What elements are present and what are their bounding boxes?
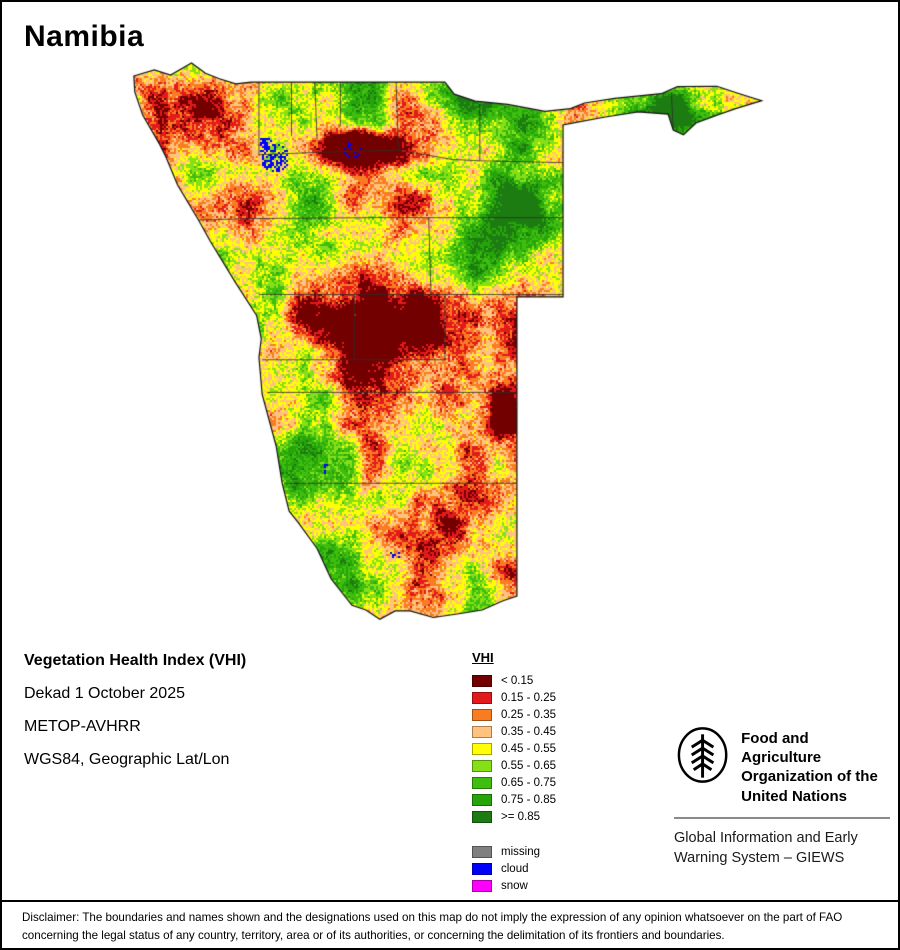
legend-label: >= 0.85 [501,810,541,823]
legend-label: 0.25 - 0.35 [501,708,556,721]
legend-row: 0.15 - 0.25 [472,689,556,706]
legend-row: snow [472,877,556,894]
giews-line: Warning System – GIEWS [674,850,845,867]
page-title: Namibia [24,20,145,53]
legend-swatch [472,708,492,721]
legend-label: 0.45 - 0.55 [501,742,556,755]
legend-row: 0.25 - 0.35 [472,706,556,723]
legend-class-list: < 0.15 0.15 - 0.25 0.25 - 0.35 0.35 - 0.45 0… [472,672,556,825]
fao-name-line: Organization of the [741,768,878,786]
fao-name-line: United Nations [741,787,847,805]
disclaimer-text: Disclaimer: The boundaries and names sho… [22,911,843,942]
legend-swatch [472,776,492,789]
legend-row: 0.45 - 0.55 [472,740,556,757]
map-info-block: Vegetation Health Index (VHI) Dekad 1 Oc… [24,652,246,784]
legend-swatch [472,742,492,755]
legend-row: 0.65 - 0.75 [472,774,556,791]
legend-label: < 0.15 [501,674,534,687]
legend-row: 0.35 - 0.45 [472,723,556,740]
legend-title: VHI [472,650,494,665]
legend-label: snow [501,879,528,892]
legend-swatch [472,845,492,858]
projection-info: WGS84, Geographic Lat/Lon [24,751,230,768]
legend-extra-list: missing cloud snow [472,843,556,894]
legend-row: 0.75 - 0.85 [472,791,556,808]
legend-row: >= 0.85 [472,808,556,825]
vhi-legend: VHI < 0.15 0.15 - 0.25 0.25 - 0.35 0.35 - 0… [472,650,556,894]
legend-row: missing [472,843,556,860]
legend-swatch [472,691,492,704]
dekad-date: Dekad 1 October 2025 [24,685,185,702]
fao-logo [677,727,728,783]
legend-row: 0.55 - 0.65 [472,757,556,774]
fao-org-name: Food and Agriculture Organization of the… [741,726,890,806]
fao-name-line: Food and Agriculture [741,730,822,767]
legend-label: 0.75 - 0.85 [501,793,556,806]
fao-divider [674,816,890,819]
legend-swatch [472,674,492,687]
legend-label: 0.55 - 0.65 [501,759,556,772]
legend-swatch [472,793,492,806]
fao-block: Food and Agriculture Organization of the… [674,726,890,868]
legend-swatch [472,810,492,823]
legend-label: 0.35 - 0.45 [501,725,556,738]
legend-label: missing [501,845,540,858]
giews-label: Global Information and Early Warning Sys… [674,828,890,869]
disclaimer-divider [2,900,898,902]
legend-swatch [472,862,492,875]
product-title: Vegetation Health Index (VHI) [24,652,247,669]
legend-row: < 0.15 [472,672,556,689]
legend-swatch [472,725,492,738]
legend-row: cloud [472,860,556,877]
legend-label: 0.65 - 0.75 [501,776,556,789]
legend-label: cloud [501,862,529,875]
giews-line: Global Information and Early [674,829,858,846]
sensor-name: METOP-AVHRR [24,718,141,735]
legend-swatch [472,759,492,772]
legend-label: 0.15 - 0.25 [501,691,556,704]
legend-swatch [472,879,492,892]
